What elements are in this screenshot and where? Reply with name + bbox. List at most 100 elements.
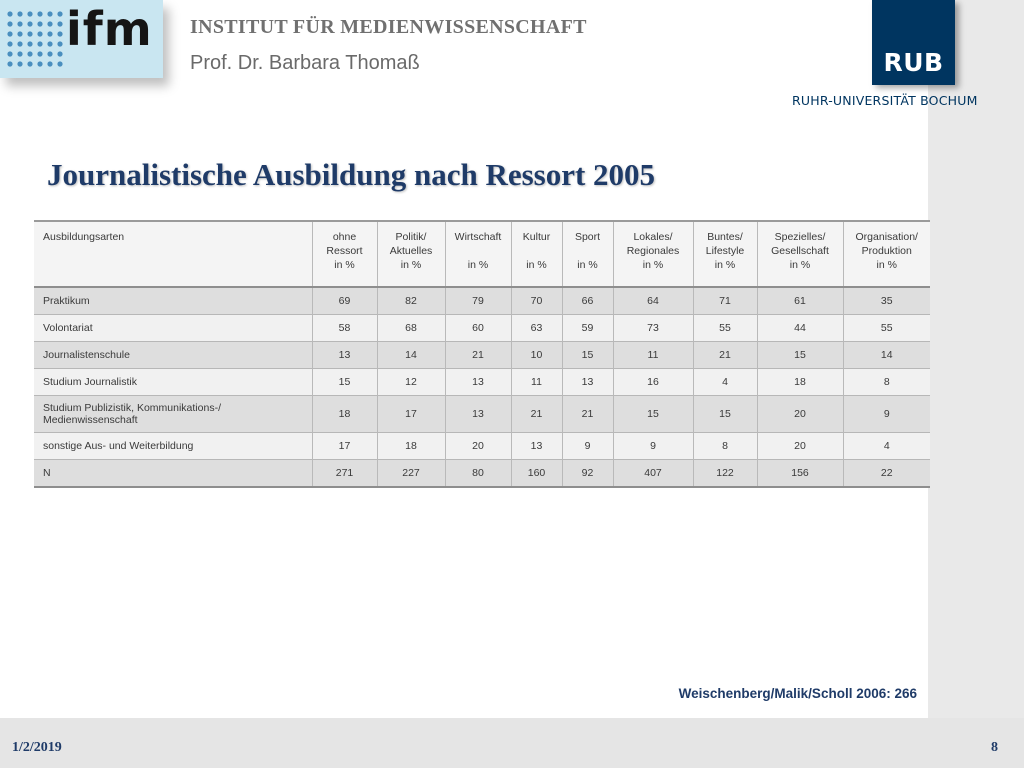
table-cell: 69	[311, 287, 377, 315]
table-cell: 11	[510, 368, 562, 396]
table-cell: 82	[376, 287, 445, 315]
table-cell: 17	[376, 395, 445, 433]
table-cell: 18	[311, 395, 377, 433]
table-cell: 92	[561, 459, 613, 487]
row-label: N	[43, 467, 51, 479]
table-cell: 70	[510, 287, 562, 315]
table-cell: 15	[311, 368, 377, 396]
table-cell: 59	[561, 314, 613, 342]
table-cell: 35	[842, 287, 930, 315]
institute-name: INSTITUT FÜR MEDIENWISSENSCHAFT	[190, 16, 587, 38]
table-cell: 16	[612, 368, 693, 396]
ifm-logo-text: ifm	[66, 2, 153, 56]
table-cell: 9	[612, 432, 693, 460]
table-cell: 160	[510, 459, 562, 487]
table-cell: 21	[444, 341, 511, 369]
table-cell: 14	[842, 341, 930, 369]
table-row: Volontariat 58 68 60 63 59 73 55 44 55	[34, 314, 930, 342]
scanned-table: Ausbildungsarten ohne Ressort in % Politik…	[34, 220, 930, 488]
right-side-strip	[928, 0, 1024, 718]
row-label: Studium Journalistik	[43, 376, 137, 388]
rub-logo: RUB	[872, 0, 955, 85]
table-cell: 55	[692, 314, 757, 342]
table-cell: 4	[842, 432, 930, 460]
table-row: Praktikum 69 82 79 70 66 64 71 61 35	[34, 287, 930, 315]
table-cell: 14	[376, 341, 445, 369]
table-cell: 15	[612, 395, 693, 433]
data-table: Ausbildungsarten ohne Ressort in % Politik…	[34, 220, 930, 488]
table-cell: 15	[756, 341, 843, 369]
header-cell: Wirtschaft in %	[444, 221, 511, 288]
row-label: Praktikum	[43, 295, 90, 307]
table-cell: 15	[692, 395, 757, 433]
table-cell: 4	[692, 368, 757, 396]
table-cell: 17	[311, 432, 377, 460]
table-cell: 13	[444, 395, 511, 433]
header-cell: Sport in %	[561, 221, 613, 288]
table-cell: 55	[842, 314, 930, 342]
header-cell: Buntes/Lifestyle in %	[692, 221, 757, 288]
table-cell: 15	[561, 341, 613, 369]
table-cell: 68	[376, 314, 445, 342]
table-row: Studium Journalistik 15 12 13 11 13 16 4…	[34, 368, 930, 396]
table-row: Journalistenschule 13 14 21 10 15 11 21 …	[34, 341, 930, 369]
header-cell: Kultur in %	[510, 221, 562, 288]
table-cell: 11	[612, 341, 693, 369]
table-cell: 21	[561, 395, 613, 433]
table-cell: 122	[692, 459, 757, 487]
table-row: Studium Publizistik, Kommunikations-/Med…	[34, 395, 930, 433]
header-cell: Politik/Aktuelles in %	[376, 221, 445, 288]
table-cell: 8	[842, 368, 930, 396]
table-cell: 18	[376, 432, 445, 460]
table-cell: 58	[311, 314, 377, 342]
table-cell: 21	[692, 341, 757, 369]
table-cell: 79	[444, 287, 511, 315]
table-cell: 156	[756, 459, 843, 487]
table-cell: 60	[444, 314, 511, 342]
dot-grid-icon	[7, 11, 63, 67]
table-cell: 18	[756, 368, 843, 396]
table-cell: 64	[612, 287, 693, 315]
table-cell: 407	[612, 459, 693, 487]
rub-logo-text: RUB	[883, 48, 944, 77]
table-cell: 20	[756, 432, 843, 460]
row-label: Journalistenschule	[43, 349, 130, 361]
table-cell: 20	[444, 432, 511, 460]
table-cell: 80	[444, 459, 511, 487]
table-cell: 9	[561, 432, 613, 460]
table-cell: 66	[561, 287, 613, 315]
row-label: Volontariat	[43, 322, 93, 334]
table-row: N 271 227 80 160 92 407 122 156 22	[34, 459, 930, 487]
table-cell: 271	[311, 459, 377, 487]
slide-title: Journalistische Ausbildung nach Ressort …	[47, 156, 656, 192]
professor-name: Prof. Dr. Barbara Thomaß	[190, 52, 420, 74]
table-cell: 13	[561, 368, 613, 396]
table-cell: 13	[311, 341, 377, 369]
header-cell: Spezielles/Gesellschaft in %	[756, 221, 843, 288]
table-cell: 13	[510, 432, 562, 460]
footer-band	[0, 718, 1024, 768]
header-cell-label: Ausbildungsarten	[34, 221, 312, 288]
table-cell: 73	[612, 314, 693, 342]
header-cell: ohne Ressort in %	[311, 221, 377, 288]
source-citation: Weischenberg/Malik/Scholl 2006: 266	[678, 686, 917, 701]
header-cell: Lokales/Regionales in %	[612, 221, 693, 288]
row-label: sonstige Aus- und Weiterbildung	[43, 440, 194, 452]
table-cell: 10	[510, 341, 562, 369]
table-cell: 21	[510, 395, 562, 433]
table-cell: 20	[756, 395, 843, 433]
header-cell: Organisation/Produktion in %	[842, 221, 930, 288]
table-cell: 9	[842, 395, 930, 433]
ifm-logo: ifm	[0, 0, 163, 78]
table-cell: 44	[756, 314, 843, 342]
table-header-row: Ausbildungsarten ohne Ressort in % Politik…	[34, 221, 930, 288]
university-name: RUHR-UNIVERSITÄT BOCHUM	[792, 93, 978, 108]
table-cell: 8	[692, 432, 757, 460]
table-cell: 22	[842, 459, 930, 487]
table-row: sonstige Aus- und Weiterbildung 17 18 20…	[34, 432, 930, 460]
table-cell: 13	[444, 368, 511, 396]
table-cell: 227	[376, 459, 445, 487]
row-label: Studium Publizistik, Kommunikations-/Med…	[43, 402, 221, 426]
footer-date: 1/2/2019	[12, 740, 62, 755]
table-cell: 63	[510, 314, 562, 342]
